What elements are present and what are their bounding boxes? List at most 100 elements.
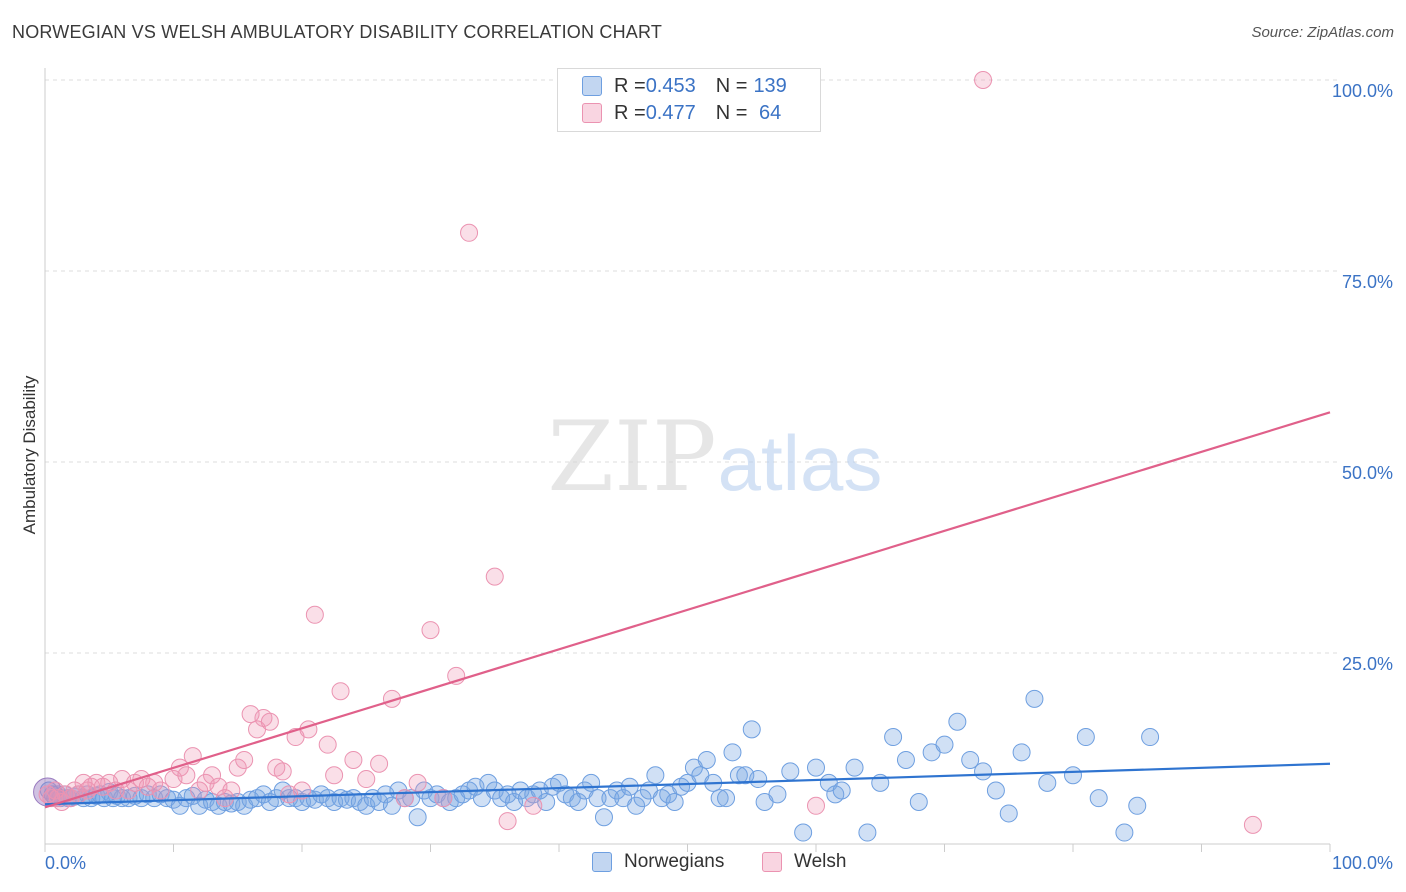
norwegians-point — [1141, 728, 1160, 747]
norwegians-point — [1076, 728, 1095, 747]
watermark-zip: ZIP — [547, 401, 716, 513]
norwegians-point — [588, 789, 607, 808]
series-legend: Norwegians Welsh — [0, 851, 1406, 879]
welsh-point — [344, 750, 363, 769]
legend-label: Norwegians — [624, 851, 725, 872]
norwegians-swatch — [592, 852, 612, 872]
y-tick-label: 25.0% — [1342, 654, 1393, 674]
norwegians-point — [884, 728, 903, 747]
norwegians-swatch — [582, 76, 602, 96]
welsh-point — [434, 789, 453, 808]
welsh-point — [318, 735, 337, 754]
welsh-point — [357, 770, 376, 789]
norwegians-point — [1089, 789, 1108, 808]
welsh-points — [38, 71, 1262, 834]
tick-labels: 25.0% 50.0% 75.0% 100.0% 0.0% 100.0% — [45, 81, 1393, 873]
legend-item-welsh[interactable]: Welsh — [762, 851, 846, 873]
norwegians-point — [896, 750, 915, 769]
welsh-point — [222, 781, 241, 800]
norwegians-point — [1012, 743, 1031, 762]
norwegians-point — [832, 781, 851, 800]
r-value: 0.477 — [645, 101, 696, 124]
x-tick-label: 0.0% — [45, 853, 86, 873]
welsh-point — [460, 223, 479, 242]
norwegians-point — [1115, 823, 1134, 842]
norwegians-point — [961, 750, 980, 769]
norwegians-point — [845, 758, 864, 777]
norwegians-point — [948, 712, 967, 731]
norwegians-point — [710, 789, 729, 808]
y-tick-label: 50.0% — [1342, 463, 1393, 483]
norwegians-point — [601, 789, 620, 808]
welsh-point — [421, 621, 440, 640]
trend-lines — [44, 411, 1331, 809]
norwegians-point — [723, 743, 742, 762]
chart-title: NORWEGIAN VS WELSH AMBULATORY DISABILITY… — [12, 22, 663, 42]
norwegians-trend-line — [44, 762, 1331, 806]
welsh-point — [370, 754, 389, 773]
norwegians-point — [582, 773, 601, 792]
source-label: Source: ZipAtlas.com — [1251, 24, 1394, 41]
welsh-point — [485, 567, 504, 586]
norwegians-point — [768, 785, 787, 804]
norwegians-point — [569, 792, 588, 811]
norwegians-point — [697, 750, 716, 769]
y-axis-label: Ambulatory Disability — [20, 375, 39, 535]
n-label: N = — [715, 74, 748, 97]
welsh-point — [325, 766, 344, 785]
correlation-legend: R = 0.453 N = 139 R = 0.477 N = 64 — [557, 68, 821, 132]
legend-row-norwegians: R = 0.453 N = 139 — [582, 74, 787, 98]
norwegians-point — [665, 792, 684, 811]
norwegians-point — [858, 823, 877, 842]
norwegians-point — [986, 781, 1005, 800]
norwegians-point — [1025, 689, 1044, 708]
watermark: ZIP atlas — [547, 401, 882, 513]
norwegians-point — [633, 789, 652, 808]
norwegians-point — [1038, 773, 1057, 792]
r-value: 0.453 — [645, 74, 696, 97]
watermark-atlas: atlas — [718, 419, 883, 507]
norwegians-point — [749, 770, 768, 789]
welsh-point — [1243, 815, 1262, 834]
norwegians-point — [170, 796, 189, 815]
welsh-point — [807, 796, 825, 815]
legend-item-norwegians[interactable]: Norwegians — [592, 851, 724, 873]
gridlines — [45, 79, 1340, 654]
r-label: R = — [614, 101, 646, 124]
norwegians-point — [729, 766, 748, 785]
welsh-point — [273, 762, 292, 781]
y-tick-label: 75.0% — [1342, 272, 1393, 292]
welsh-point — [177, 766, 196, 785]
welsh-point — [408, 773, 427, 792]
welsh-point — [498, 812, 517, 831]
n-value: 139 — [753, 74, 787, 97]
norwegians-point — [717, 789, 736, 808]
n-label: N = — [715, 101, 748, 124]
norwegians-point — [909, 792, 928, 811]
welsh-point — [235, 750, 254, 769]
welsh-point — [305, 605, 324, 624]
welsh-point — [151, 781, 170, 800]
norwegians-point — [999, 804, 1018, 823]
welsh-point — [293, 781, 311, 800]
norwegians-point — [781, 762, 800, 781]
norwegians-point — [594, 808, 613, 827]
welsh-point — [203, 766, 222, 785]
norwegians-point — [1064, 766, 1082, 785]
legend-label: Welsh — [794, 851, 847, 872]
welsh-swatch — [582, 103, 602, 123]
welsh-point — [331, 682, 350, 701]
x-tick-label: 100.0% — [1332, 853, 1393, 873]
welsh-swatch — [762, 852, 782, 872]
norwegians-point — [742, 720, 761, 739]
y-tick-label: 100.0% — [1332, 81, 1393, 101]
n-value: 64 — [753, 101, 782, 124]
norwegians-point — [974, 762, 993, 781]
axes — [44, 68, 1331, 852]
welsh-point — [228, 758, 247, 777]
norwegians-point — [794, 823, 813, 842]
norwegians-point — [646, 766, 665, 785]
norwegians-point — [1128, 796, 1147, 815]
legend-row-welsh: R = 0.477 N = 64 — [582, 101, 781, 125]
